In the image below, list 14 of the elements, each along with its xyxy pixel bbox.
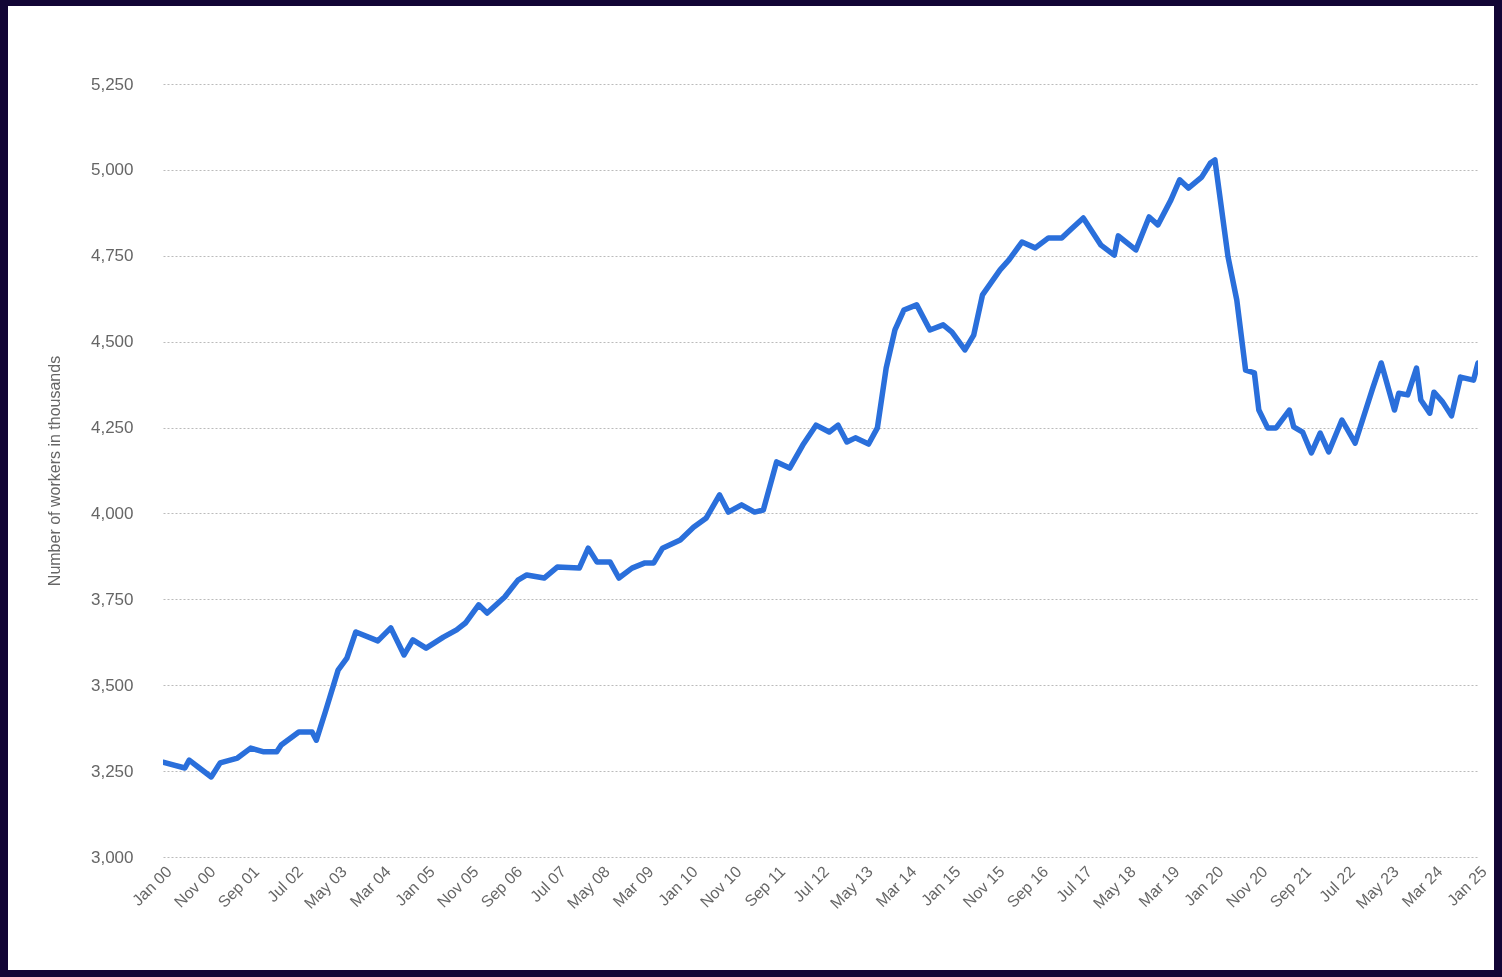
x-tick-label: Jan 25 [1443, 862, 1490, 909]
y-tick-label: 5,000 [90, 160, 134, 180]
y-tick-label: 3,500 [90, 675, 134, 695]
y-tick-label: 3,750 [90, 589, 134, 609]
x-tick-label: Mar 04 [346, 862, 394, 911]
y-tick-label: 4,000 [90, 503, 134, 523]
y-tick-label: 4,750 [90, 246, 134, 266]
y-axis-title: Number of workers in thousands [45, 355, 63, 587]
y-tick-label: 4,500 [90, 332, 134, 352]
y-tick-label: 3,250 [90, 761, 134, 781]
x-tick-label: Mar 24 [1398, 862, 1446, 911]
y-tick-label: 5,250 [90, 74, 134, 94]
x-tick-label: Mar 14 [872, 862, 920, 911]
y-tick-label: 4,250 [90, 418, 134, 438]
